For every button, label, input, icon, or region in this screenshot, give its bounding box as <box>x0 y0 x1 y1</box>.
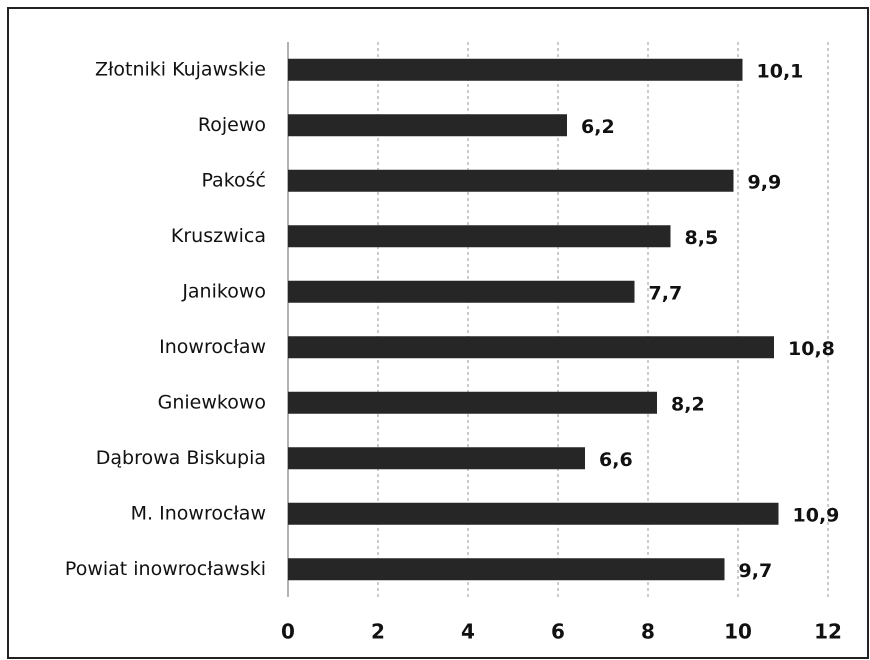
data-label: 8,2 <box>671 393 705 415</box>
bar <box>288 336 774 359</box>
chart-border <box>7 7 869 659</box>
data-label: 9,7 <box>739 560 773 582</box>
x-tick-label: 4 <box>461 620 475 644</box>
y-tick-label: Kruszwica <box>171 225 266 247</box>
x-tick-label: 6 <box>551 620 565 644</box>
data-label: 10,9 <box>793 504 840 526</box>
y-tick-label: M. Inowrocław <box>131 502 266 524</box>
y-tick-label: Dąbrowa Biskupia <box>96 447 266 469</box>
bar <box>288 558 725 581</box>
data-label: 6,6 <box>599 449 633 471</box>
y-tick-label: Złotniki Kujawskie <box>95 58 266 80</box>
y-tick-label: Pakość <box>201 169 266 191</box>
data-label: 10,1 <box>757 60 804 82</box>
bar <box>288 169 734 192</box>
y-tick-label: Gniewkowo <box>158 391 266 413</box>
data-label: 7,7 <box>649 282 683 304</box>
data-label: 10,8 <box>788 338 835 360</box>
x-tick-label: 2 <box>371 620 385 644</box>
bar <box>288 114 567 137</box>
x-tick-label: 8 <box>641 620 655 644</box>
bar <box>288 280 635 303</box>
y-tick-label: Janikowo <box>181 280 266 302</box>
data-label: 8,5 <box>685 227 719 249</box>
data-label: 6,2 <box>581 116 615 138</box>
bar <box>288 502 779 525</box>
bar <box>288 58 743 81</box>
bar <box>288 447 585 470</box>
y-tick-label: Inowrocław <box>159 336 266 358</box>
y-tick-label: Powiat inowrocławski <box>65 558 266 580</box>
data-label: 9,9 <box>748 171 782 193</box>
bar <box>288 225 671 248</box>
x-tick-label: 12 <box>814 620 842 644</box>
bar <box>288 391 657 414</box>
x-tick-label: 10 <box>724 620 752 644</box>
x-tick-label: 0 <box>281 620 295 644</box>
y-tick-label: Rojewo <box>198 114 266 136</box>
